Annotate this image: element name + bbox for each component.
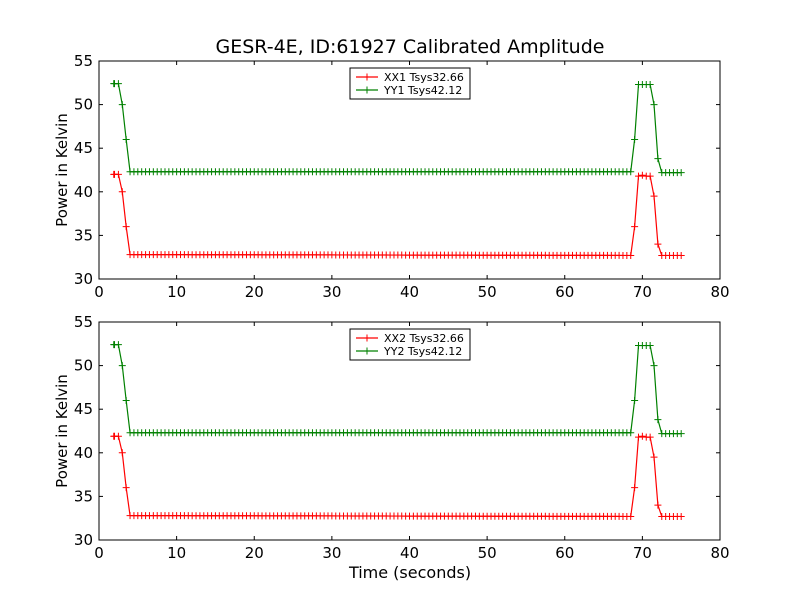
y-axis-label: Power in Kelvin bbox=[53, 374, 71, 488]
x-tick-label: 80 bbox=[710, 544, 729, 562]
plots: 0 10 20 30 40 50 60 70 80 30 35 40 45 50 55 Power in Ke… bbox=[53, 52, 730, 562]
data-point bbox=[122, 484, 130, 492]
data-point bbox=[677, 430, 685, 438]
y-tick-label: 55 bbox=[74, 313, 93, 331]
data-point bbox=[677, 512, 685, 520]
data-point bbox=[654, 155, 662, 163]
legend-marker bbox=[363, 334, 371, 342]
y-tick-label: 30 bbox=[74, 531, 93, 549]
x-tick-label: 70 bbox=[633, 544, 652, 562]
data-point bbox=[634, 172, 642, 180]
x-tick-label: 80 bbox=[710, 283, 729, 301]
x-tick-label: 20 bbox=[245, 283, 264, 301]
x-tick-label: 10 bbox=[167, 283, 186, 301]
data-point bbox=[114, 341, 122, 349]
plot-panel-2: 0 10 20 30 40 50 60 70 80 30 35 40 45 50 55 Power in Ke… bbox=[53, 313, 730, 562]
data-point bbox=[118, 362, 126, 370]
y-tick-label: 35 bbox=[74, 487, 93, 505]
data-point bbox=[650, 192, 658, 200]
data-point bbox=[654, 240, 662, 248]
data-point bbox=[677, 169, 685, 177]
data-point bbox=[646, 433, 654, 441]
y-tick-label: 50 bbox=[74, 96, 93, 114]
y-tick-label: 45 bbox=[74, 139, 93, 157]
legend-box bbox=[349, 67, 471, 100]
data-point bbox=[650, 362, 658, 370]
legend-entry: YY1 Tsys42.12 bbox=[383, 84, 462, 97]
x-tick-label: 10 bbox=[167, 544, 186, 562]
data-point bbox=[646, 172, 654, 180]
x-tick-label: 40 bbox=[400, 283, 419, 301]
y-tick-label: 40 bbox=[74, 183, 93, 201]
data-point bbox=[122, 135, 130, 143]
data-point bbox=[654, 501, 662, 509]
x-tick-label: 40 bbox=[400, 544, 419, 562]
x-tick-label: 70 bbox=[633, 283, 652, 301]
x-tick-label: 0 bbox=[94, 283, 104, 301]
data-point bbox=[646, 81, 654, 89]
x-tick-label: 30 bbox=[322, 283, 341, 301]
y-tick-label: 35 bbox=[74, 226, 93, 244]
data-point bbox=[631, 135, 639, 143]
data-point bbox=[650, 453, 658, 461]
data-point bbox=[638, 171, 646, 179]
legend-marker bbox=[363, 86, 371, 94]
x-tick-label: 30 bbox=[322, 544, 341, 562]
series-2 bbox=[110, 80, 685, 177]
x-tick-label: 60 bbox=[555, 283, 574, 301]
x-tick-label: 0 bbox=[94, 544, 104, 562]
legend-box bbox=[349, 328, 471, 361]
data-point bbox=[677, 251, 685, 259]
data-point bbox=[631, 223, 639, 231]
legend-marker bbox=[363, 73, 371, 81]
series-1 bbox=[110, 432, 685, 520]
series-2 bbox=[110, 341, 685, 438]
data-point bbox=[122, 396, 130, 404]
data-point bbox=[631, 484, 639, 492]
data-point bbox=[627, 251, 635, 259]
data-point bbox=[631, 396, 639, 404]
y-tick-label: 55 bbox=[74, 52, 93, 70]
data-point bbox=[627, 512, 635, 520]
x-tick-label: 20 bbox=[245, 544, 264, 562]
x-axis-label: Time (seconds) bbox=[348, 563, 471, 582]
legend-entry: YY2 Tsys42.12 bbox=[383, 345, 462, 358]
data-point bbox=[114, 80, 122, 88]
y-tick-label: 45 bbox=[74, 400, 93, 418]
chart-title: GESR-4E, ID:61927 Calibrated Amplitude bbox=[216, 36, 605, 58]
data-point bbox=[650, 101, 658, 109]
y-tick-label: 30 bbox=[74, 270, 93, 288]
legend-entry: XX2 Tsys32.66 bbox=[384, 332, 464, 345]
legend-marker bbox=[363, 347, 371, 355]
data-point bbox=[114, 170, 122, 178]
data-point bbox=[114, 432, 122, 440]
x-tick-label: 50 bbox=[478, 544, 497, 562]
x-tick-label: 60 bbox=[555, 544, 574, 562]
x-tick-label: 50 bbox=[478, 283, 497, 301]
data-point bbox=[118, 101, 126, 109]
data-point bbox=[627, 429, 635, 437]
series-1 bbox=[110, 170, 685, 259]
plot-panel-1: 0 10 20 30 40 50 60 70 80 30 35 40 45 50 55 Power in Ke… bbox=[53, 52, 730, 301]
data-point bbox=[118, 188, 126, 196]
data-point bbox=[627, 168, 635, 176]
data-point bbox=[634, 433, 642, 441]
data-point bbox=[646, 342, 654, 350]
data-point bbox=[654, 416, 662, 424]
legend-entry: XX1 Tsys32.66 bbox=[384, 71, 464, 84]
data-point bbox=[118, 449, 126, 457]
y-tick-label: 40 bbox=[74, 444, 93, 462]
data-point bbox=[638, 432, 646, 440]
y-axis-label: Power in Kelvin bbox=[53, 113, 71, 227]
data-point bbox=[122, 223, 130, 231]
y-tick-label: 50 bbox=[74, 357, 93, 375]
